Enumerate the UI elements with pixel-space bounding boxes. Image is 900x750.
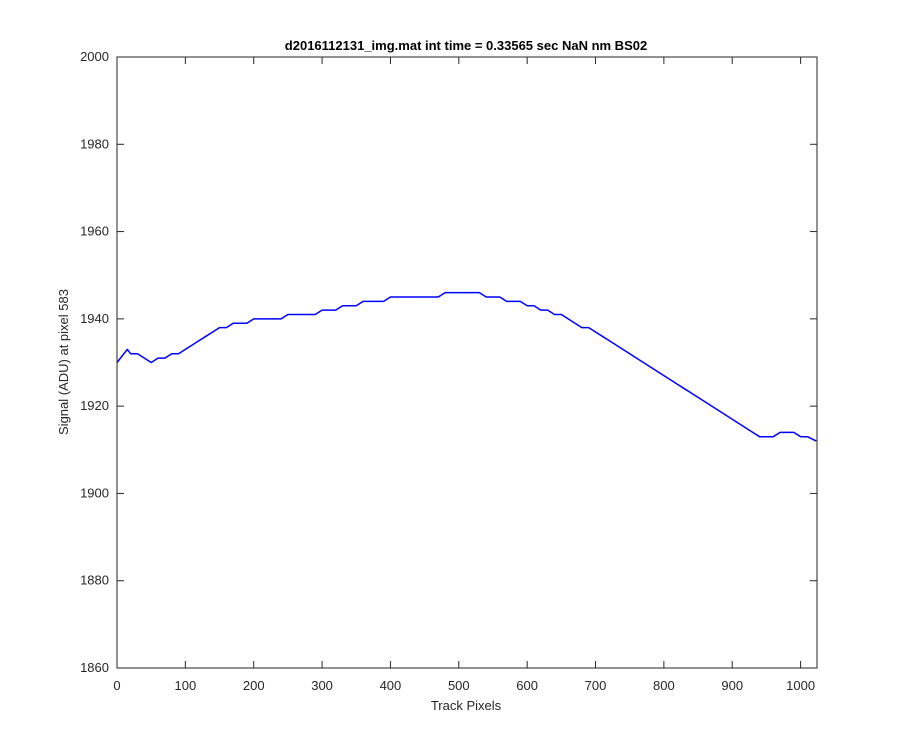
- axes-box: [116, 56, 818, 669]
- y-tick-label: 1860: [80, 660, 109, 675]
- series-line-0: [116, 291, 817, 442]
- x-tick-label: 600: [516, 678, 538, 693]
- y-tick-label: 1920: [80, 398, 109, 413]
- x-tick-label: 300: [311, 678, 333, 693]
- x-tick-label: 700: [585, 678, 607, 693]
- y-axis-label: Signal (ADU) at pixel 583: [56, 289, 71, 435]
- chart-title: d2016112131_img.mat int time = 0.33565 s…: [285, 38, 647, 53]
- y-tick-label: 2000: [80, 49, 109, 64]
- y-tick-label: 1940: [80, 311, 109, 326]
- y-tick-label: 1960: [80, 224, 109, 239]
- x-tick-label: 500: [448, 678, 470, 693]
- y-tick-label: 1900: [80, 485, 109, 500]
- tick-layer: 0 100 200 300 400 500 600 700 800 900 1000 1860 1880…: [80, 49, 817, 693]
- x-tick-label: 0: [113, 678, 120, 693]
- x-tick-label: 100: [175, 678, 197, 693]
- x-tick-label: 400: [380, 678, 402, 693]
- plot-area: [117, 57, 817, 668]
- x-axis-label: Track Pixels: [431, 698, 502, 713]
- series-layer: [116, 291, 817, 442]
- x-tick-label: 900: [721, 678, 743, 693]
- x-tick-label: 200: [243, 678, 265, 693]
- y-tick-label: 1880: [80, 573, 109, 588]
- x-tick-label: 1000: [786, 678, 815, 693]
- y-tick-label: 1980: [80, 136, 109, 151]
- x-tick-label: 800: [653, 678, 675, 693]
